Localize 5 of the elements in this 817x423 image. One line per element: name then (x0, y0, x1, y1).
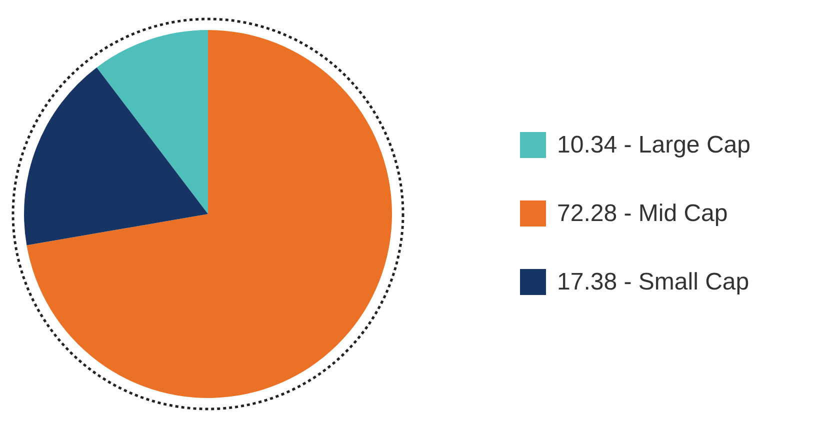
pie-slice (96, 30, 208, 214)
legend-label: 10.34 - Large Cap (557, 132, 750, 158)
legend-label: 17.38 - Small Cap (557, 268, 750, 296)
legend-label: 72.28 - Mid Cap (557, 200, 728, 227)
pie-slice (24, 67, 208, 246)
